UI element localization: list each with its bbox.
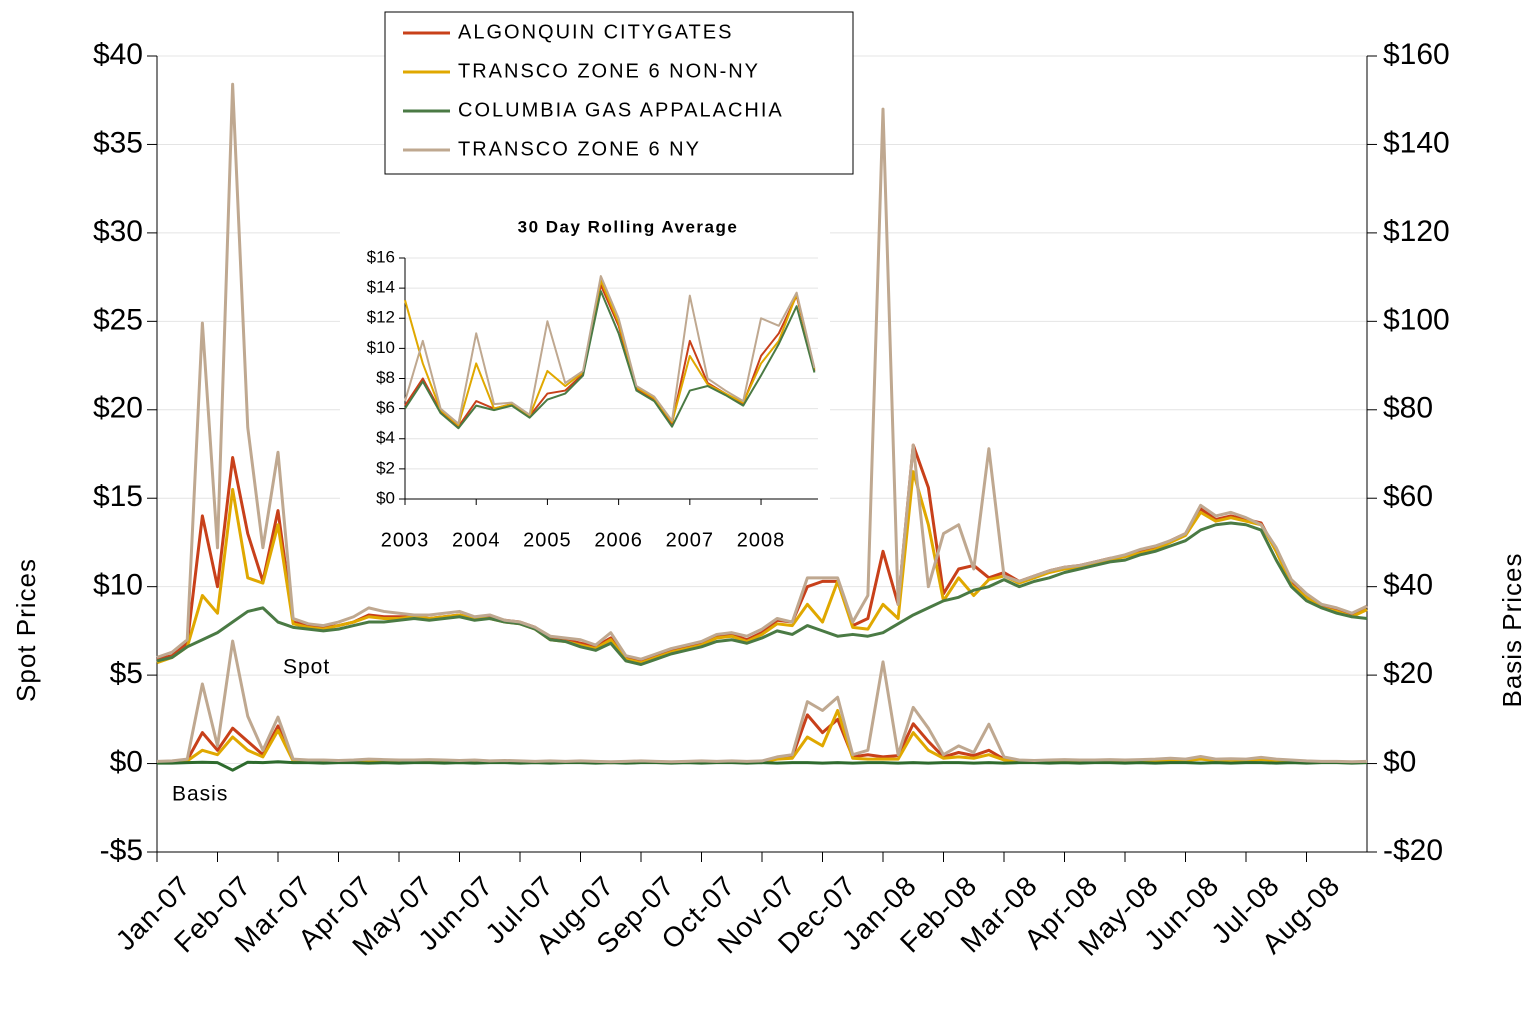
legend-label: COLUMBIA GAS APPALACHIA: [458, 99, 784, 121]
y-tick-label: $6: [376, 398, 395, 417]
y-tick-label: $25: [93, 303, 143, 336]
y-tick-label: $12: [367, 308, 395, 327]
y-tick-label: $8: [376, 368, 395, 387]
y2-tick-label: $140: [1383, 126, 1450, 159]
series-line: [404, 279, 816, 427]
y2-tick-label: -$20: [1383, 834, 1443, 867]
y-tick-label: $30: [93, 215, 143, 248]
y-tick-label: $5: [110, 657, 143, 690]
y-tick-label: $10: [367, 338, 395, 357]
legend: ALGONQUIN CITYGATES TRANSCO ZONE 6 NON-NY…: [384, 11, 854, 175]
x-tick-label: 2008: [737, 529, 786, 551]
x-tick-label: 2003: [381, 529, 430, 551]
legend-label: TRANSCO ZONE 6 NY: [458, 138, 701, 160]
series-line: [404, 290, 816, 430]
x-tick-label: 2006: [594, 529, 643, 551]
y2-tick-label: $160: [1383, 38, 1450, 71]
y2-tick-label: $20: [1383, 657, 1433, 690]
y-tick-label: $20: [93, 392, 143, 425]
series-line: [156, 639, 1368, 764]
y-tick-label: $2: [376, 458, 395, 477]
y2-tick-label: $120: [1383, 215, 1450, 248]
y-tick-label: $35: [93, 126, 143, 159]
series-line: [157, 760, 1368, 772]
x-tick-label: 2005: [523, 529, 572, 551]
y2-tick-label: $60: [1383, 480, 1433, 513]
y-tick-label: $0: [110, 745, 143, 778]
y-tick-label: -$5: [100, 834, 143, 867]
x-tick-label: 2007: [666, 529, 715, 551]
y-tick-label: $10: [93, 569, 143, 602]
series-line: [156, 708, 1368, 765]
legend-box: [384, 11, 854, 175]
y-tick-label: $16: [367, 247, 395, 266]
annotation: Basis: [172, 783, 228, 806]
y-tick-label: $14: [367, 278, 395, 297]
y2-tick-label: $40: [1383, 569, 1433, 602]
y-axis-label: Spot Prices: [11, 558, 41, 702]
y-tick-label: $40: [93, 38, 143, 71]
series-line: [156, 713, 1368, 764]
y-tick-label: $4: [376, 428, 395, 447]
legend-label: TRANSCO ZONE 6 NON-NY: [458, 60, 760, 82]
inset-chart: $0 $2 $4 $6 $8 $10 $12 $14 $16 2003 2004 2005 2006 20…: [367, 247, 818, 551]
y-tick-label: $15: [93, 480, 143, 513]
series-line: [156, 521, 1368, 666]
legend-label: ALGONQUIN CITYGATES: [458, 21, 733, 43]
y2-tick-label: $100: [1383, 303, 1450, 336]
annotation: Spot: [283, 656, 330, 679]
y2-tick-label: $80: [1383, 392, 1433, 425]
series-line: [156, 470, 1368, 665]
y2-axis-label: Basis Prices: [1497, 552, 1527, 707]
series-line: [156, 82, 1368, 661]
y-tick-label: $0: [376, 488, 395, 507]
inset-title: 30 Day Rolling Average: [518, 217, 739, 236]
x-tick-label: 2004: [452, 529, 501, 551]
series-line: [404, 275, 816, 425]
y2-tick-label: $0: [1383, 745, 1416, 778]
